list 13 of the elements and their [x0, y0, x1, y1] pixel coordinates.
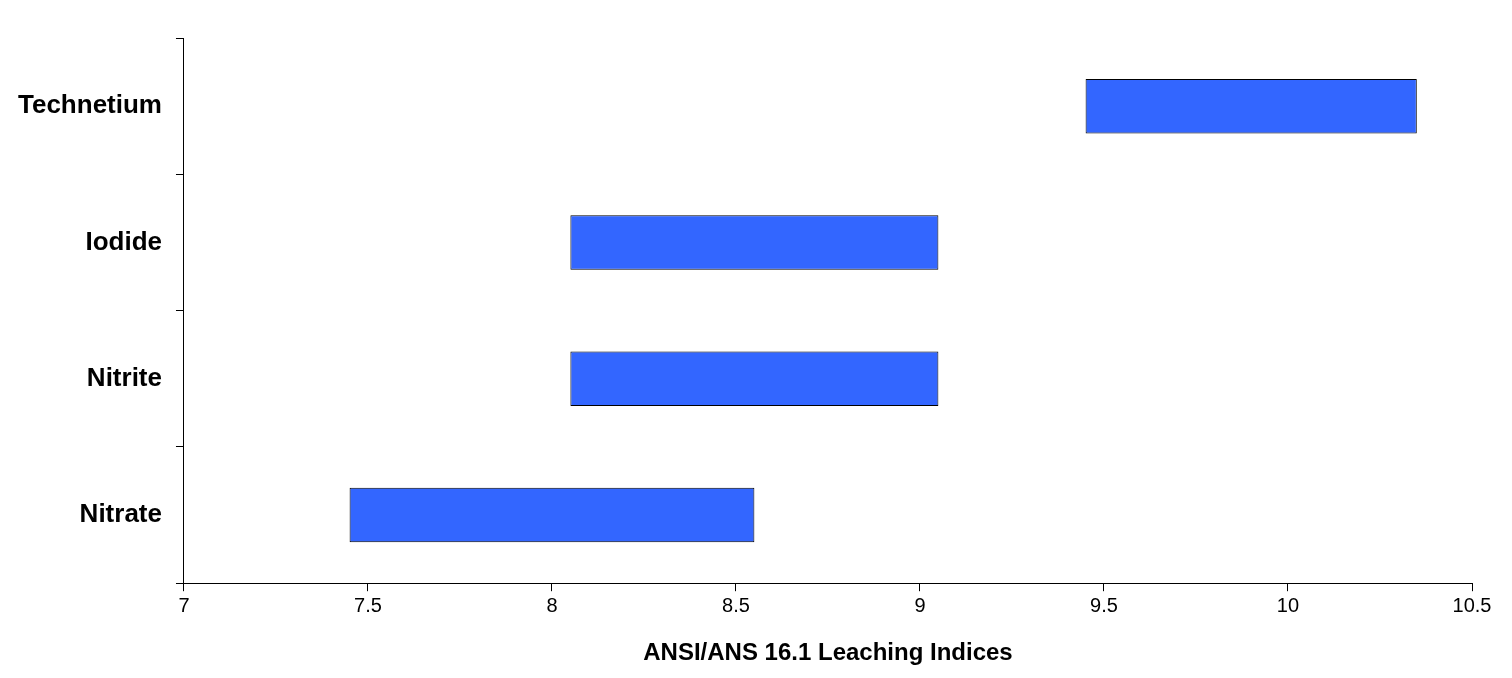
x-tick-label: 9.5 [1090, 593, 1118, 616]
x-tick-label: 10.5 [1452, 593, 1492, 616]
y-tick-label: Nitrite [86, 361, 162, 392]
y-tick-label: Technetium [17, 89, 162, 120]
x-tick-label: 8 [546, 593, 558, 616]
x-axis-title: ANSI/ANS 16.1 Leaching Indices [643, 638, 1013, 666]
x-tick-label: 7 [178, 593, 190, 616]
y-tick-label: Iodide [85, 225, 162, 256]
x-tick-label: 8.5 [722, 593, 750, 616]
x-tick-label: 10 [1276, 593, 1300, 616]
x-tick-label: 9 [914, 593, 926, 616]
x-tick-label: 7.5 [354, 593, 382, 616]
y-tick-label: Nitrate [79, 498, 162, 529]
